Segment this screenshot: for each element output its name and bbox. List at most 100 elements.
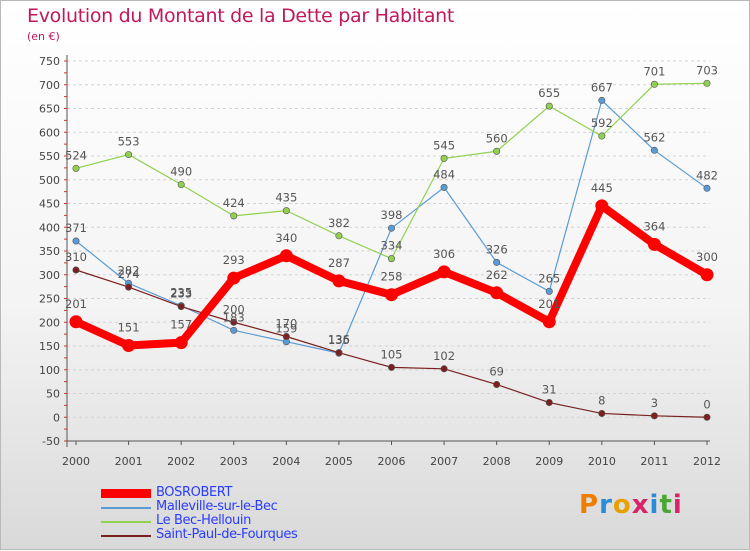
legend-label: Le Bec-Hellouin bbox=[156, 513, 251, 528]
series-layer bbox=[69, 79, 714, 421]
data-label: 306 bbox=[433, 247, 455, 261]
x-tick-label: 2009 bbox=[535, 455, 563, 468]
x-tick-label: 2003 bbox=[220, 455, 248, 468]
data-label: 31 bbox=[542, 383, 557, 397]
data-point bbox=[69, 315, 83, 329]
x-tick-label: 2005 bbox=[325, 455, 353, 468]
data-point bbox=[490, 286, 504, 300]
data-label: 3 bbox=[651, 396, 658, 410]
data-label: 445 bbox=[591, 181, 613, 195]
data-label: 287 bbox=[328, 256, 350, 270]
data-label: 69 bbox=[489, 364, 504, 378]
x-tick-label: 2012 bbox=[693, 455, 721, 468]
data-point bbox=[125, 151, 133, 159]
y-tick-label: 700 bbox=[39, 79, 60, 92]
proxiti-logo: Proxiti bbox=[579, 490, 683, 520]
data-point bbox=[650, 146, 658, 154]
y-tick-label: 350 bbox=[39, 245, 60, 258]
data-point bbox=[122, 339, 136, 353]
logo-letter: o bbox=[612, 490, 632, 520]
x-tick-label: 2001 bbox=[115, 455, 143, 468]
x-tick-label: 2010 bbox=[588, 455, 616, 468]
data-label: 170 bbox=[275, 317, 297, 331]
y-tick-label: 500 bbox=[39, 174, 60, 187]
data-point bbox=[440, 183, 448, 191]
data-label: 545 bbox=[433, 138, 455, 152]
data-label: 274 bbox=[118, 267, 140, 281]
x-tick-label: 2008 bbox=[483, 455, 511, 468]
data-label: 490 bbox=[170, 165, 192, 179]
data-point bbox=[332, 274, 346, 288]
data-point bbox=[493, 258, 501, 266]
data-label: 562 bbox=[643, 130, 665, 144]
data-point bbox=[598, 409, 606, 417]
x-tick-label: 2000 bbox=[62, 455, 90, 468]
data-point bbox=[72, 266, 80, 274]
legend-swatch bbox=[101, 535, 151, 537]
x-tick-label: 2011 bbox=[640, 455, 668, 468]
data-label: 371 bbox=[65, 221, 87, 235]
series-bosrobert bbox=[69, 199, 714, 353]
data-label: 435 bbox=[275, 191, 297, 205]
y-tick-label: 650 bbox=[39, 103, 60, 116]
legend-swatch bbox=[101, 507, 151, 509]
data-point bbox=[335, 349, 343, 357]
legend-label: Malleville-sur-le-Bec bbox=[156, 499, 278, 514]
data-point bbox=[279, 249, 293, 263]
data-label: 135 bbox=[328, 333, 350, 347]
data-label: 105 bbox=[381, 347, 403, 361]
x-tick-label: 2004 bbox=[272, 455, 300, 468]
data-label: 258 bbox=[381, 270, 403, 284]
data-point bbox=[595, 199, 609, 213]
y-tick-label: 150 bbox=[39, 340, 60, 353]
data-point bbox=[650, 80, 658, 88]
data-point bbox=[700, 268, 714, 282]
data-label: 183 bbox=[223, 310, 245, 324]
series-saint-paul-de-fourques bbox=[72, 266, 711, 421]
data-point bbox=[177, 181, 185, 189]
y-tick-label: 300 bbox=[39, 269, 60, 282]
grid-lines bbox=[67, 60, 710, 442]
y-tick-label: 200 bbox=[39, 316, 60, 329]
data-label: 201 bbox=[65, 297, 87, 311]
data-label: 201 bbox=[538, 297, 560, 311]
data-label: 265 bbox=[538, 271, 560, 285]
y-tick-label: 0 bbox=[53, 411, 60, 424]
data-label: 524 bbox=[65, 148, 87, 162]
data-label: 282 bbox=[118, 263, 140, 277]
axes: -50 0 50 100 150 200 250 300 350 400 450 500 550 600 6… bbox=[39, 55, 721, 468]
data-point bbox=[545, 287, 553, 295]
data-point bbox=[174, 336, 188, 350]
x-tick-label: 2007 bbox=[430, 455, 458, 468]
data-label: 424 bbox=[223, 196, 245, 210]
data-label: 157 bbox=[170, 318, 192, 332]
data-label: 8 bbox=[598, 393, 605, 407]
data-point bbox=[493, 147, 501, 155]
data-point bbox=[542, 315, 556, 329]
data-point bbox=[647, 237, 661, 251]
data-point bbox=[387, 224, 395, 232]
data-label: 0 bbox=[703, 397, 710, 411]
data-label: 200 bbox=[223, 302, 245, 316]
data-label: 326 bbox=[486, 242, 508, 256]
data-point bbox=[230, 326, 238, 334]
legend-swatch bbox=[101, 521, 151, 523]
data-point bbox=[282, 332, 290, 340]
data-label: 293 bbox=[223, 253, 245, 267]
data-point bbox=[387, 363, 395, 371]
legend-label: Saint-Paul-de-Fourques bbox=[156, 527, 298, 542]
y-tick-label: 250 bbox=[39, 293, 60, 306]
y-tick-label: -50 bbox=[42, 435, 60, 448]
data-label: 334 bbox=[381, 239, 403, 253]
data-point bbox=[230, 212, 238, 220]
data-point bbox=[598, 96, 606, 104]
data-point bbox=[385, 288, 398, 302]
data-label: 310 bbox=[65, 250, 87, 264]
x-tick-label: 2002 bbox=[167, 455, 195, 468]
data-point bbox=[545, 102, 553, 110]
data-point bbox=[72, 237, 80, 245]
legend-label: BOSROBERT bbox=[156, 485, 232, 500]
data-label: 364 bbox=[643, 219, 665, 233]
